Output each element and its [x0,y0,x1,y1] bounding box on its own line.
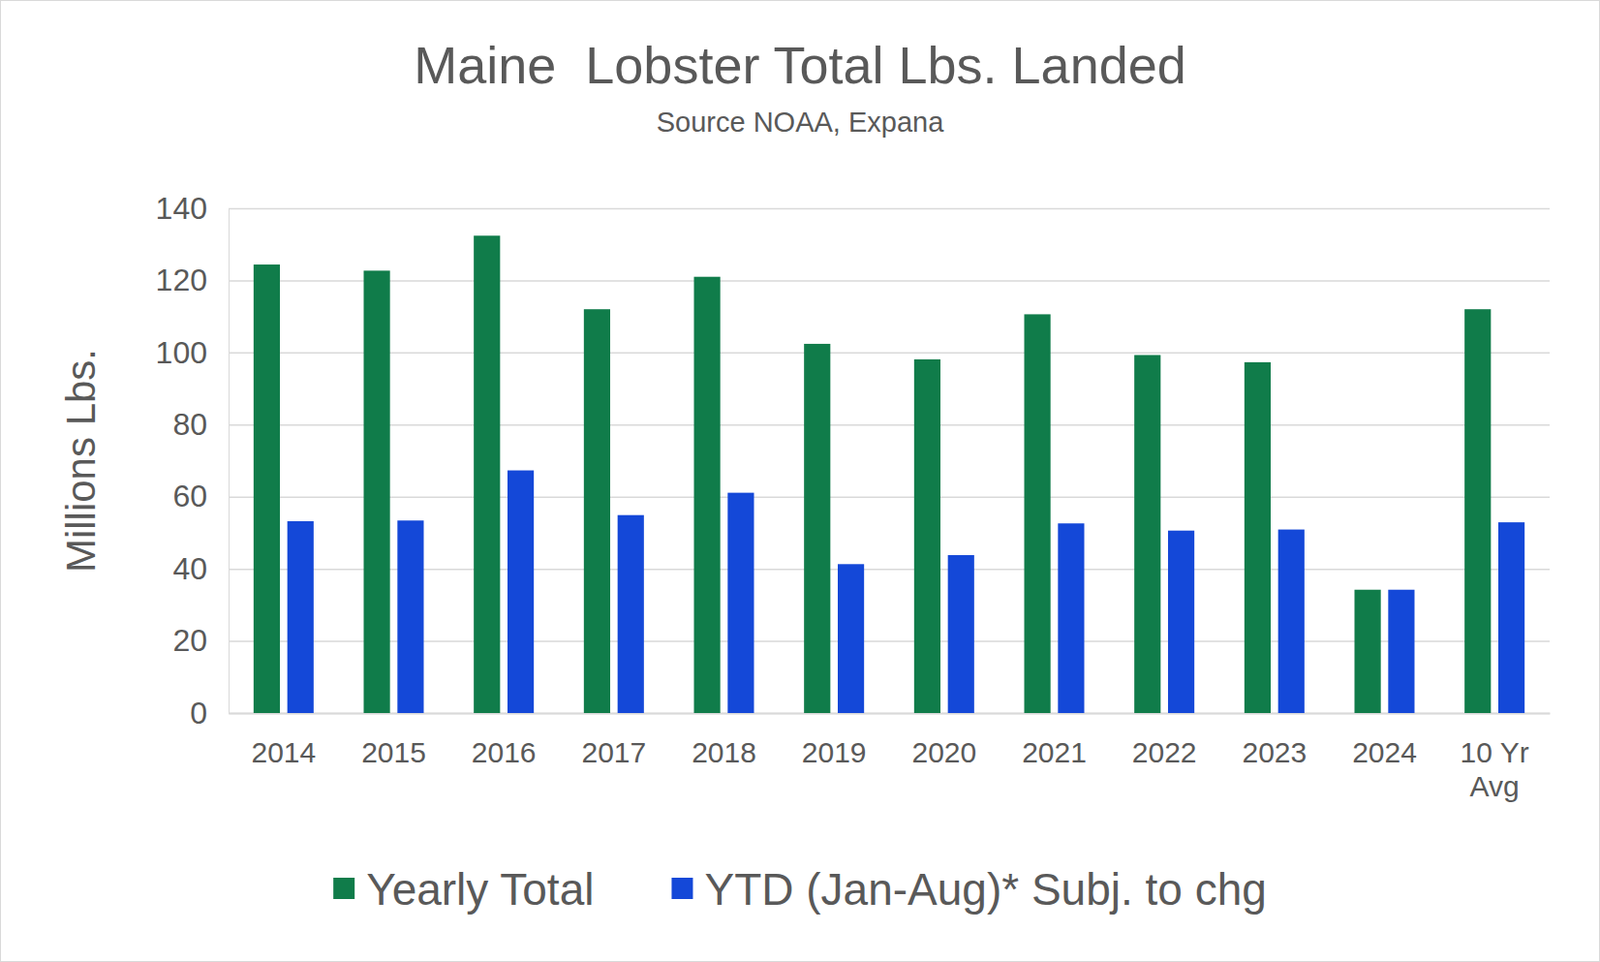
x-tick: 2018 [691,712,757,769]
x-tick-label-line: 2023 [1241,736,1307,769]
x-tick-label: 2015 [361,736,427,769]
subtitle: Source NOAA, Expana [656,106,945,138]
x-tick-label-line: 2019 [801,736,867,769]
x-axis-line [229,712,1551,715]
x-tick-label-line: 2016 [471,736,537,769]
x-tick: 2022 [1132,712,1198,769]
x-tick-label: 2021 [1021,736,1087,769]
x-tick-label: 2022 [1132,736,1198,769]
bar [694,276,721,713]
y-tick-label: 0 [189,695,208,731]
y-tick: 140 [155,190,1550,226]
bar [253,264,280,713]
legend-swatch [333,877,355,899]
bar [584,308,611,713]
x-tick-label-line: 2020 [911,736,977,769]
x-tick-label: 2017 [581,736,647,769]
y-axis-line [228,209,230,714]
x-tick: 2024 [1352,712,1417,769]
x-tick-label-line: 2021 [1021,736,1087,769]
x-tick-label-line: 2014 [250,736,316,769]
x-tick-label-line: 2022 [1132,736,1198,769]
bar [364,270,391,713]
bar [1244,362,1271,713]
y-tick: 0 [189,695,1550,731]
bar [1278,529,1305,713]
bar [287,521,314,713]
x-tick: 2014 [250,712,316,769]
x-tick-label: 2016 [471,736,537,769]
y-tick-label: 60 [172,478,208,514]
legend-item: Yearly Total [333,863,594,915]
bar [948,554,975,713]
legend-swatch [671,877,693,899]
bar [1387,589,1415,713]
grid-line [228,640,1550,643]
y-tick-label: 20 [172,622,208,658]
x-tick: 10 YrAvg [1460,712,1530,802]
x-tick-label-line: 10 Yr [1460,736,1530,769]
x-tick-label: 2023 [1241,736,1307,769]
grid-line [228,208,1550,211]
bar [617,515,645,713]
grid-line [228,712,1550,715]
series [253,235,1492,713]
x-tick-label: 2014 [250,736,316,769]
grid-line [228,568,1550,571]
grid-line [228,279,1550,282]
bar [837,563,864,713]
y-tick-label: 120 [155,262,208,298]
x-tick-label-line: 2018 [691,736,757,769]
bar [914,359,941,713]
legend-label: YTD (Jan-Aug)* Subj. to chg [704,863,1266,915]
x-axis: 2014 2015 2016 2017 2018 2019 2020 2021 2022 2023… [229,712,1551,802]
bar [803,343,831,713]
x-tick-label-line: 2017 [581,736,647,769]
x-tick: 2017 [581,712,647,769]
grid-line [228,424,1550,427]
x-tick-label: 10 YrAvg [1460,736,1530,802]
x-tick-label: 2024 [1352,736,1417,769]
title: Maine Lobster Total Lbs. Landed [413,35,1187,94]
grid-line [228,352,1550,355]
x-tick-label: 2019 [801,736,867,769]
series [287,470,1526,713]
y-axis-title: Millions Lbs. [58,348,104,573]
x-tick: 2016 [471,712,537,769]
x-tick-label: 2018 [691,736,757,769]
legend-item: YTD (Jan-Aug)* Subj. to chg [671,863,1266,915]
bar [1024,313,1051,713]
x-tick-label-line: Avg [1470,769,1520,802]
y-tick-label: 40 [172,551,208,586]
bar [1354,589,1382,713]
bar [473,235,500,713]
y-tick-label: 100 [155,335,208,370]
bar [1168,530,1195,713]
bars [253,235,1525,713]
bar [1057,523,1084,713]
bar [397,520,424,713]
frame [0,0,1600,962]
y-tick-label: 80 [172,406,208,442]
legend: Yearly Total YTD (Jan-Aug)* Subj. to chg [333,863,1267,915]
y-tick-label: 140 [155,190,208,226]
legend-label: Yearly Total [366,863,594,915]
x-tick-label-line: 2024 [1352,736,1417,769]
x-tick: 2019 [801,712,867,769]
plot: 0204060801001201402014201520162017201820… [155,190,1551,802]
x-tick: 2015 [361,712,427,769]
x-tick-label-line: 2015 [361,736,427,769]
x-tick: 2021 [1021,712,1087,769]
grid-line [228,495,1550,498]
x-tick: 2020 [911,712,977,769]
bar [1134,354,1161,713]
bar [1498,522,1525,713]
bar [507,470,534,713]
y-axis: 0 20 40 60 80 100 120 140 [155,190,1550,731]
bar [727,492,754,713]
x-tick: 2023 [1241,712,1307,769]
bar [1464,308,1491,713]
x-tick-label: 2020 [911,736,977,769]
